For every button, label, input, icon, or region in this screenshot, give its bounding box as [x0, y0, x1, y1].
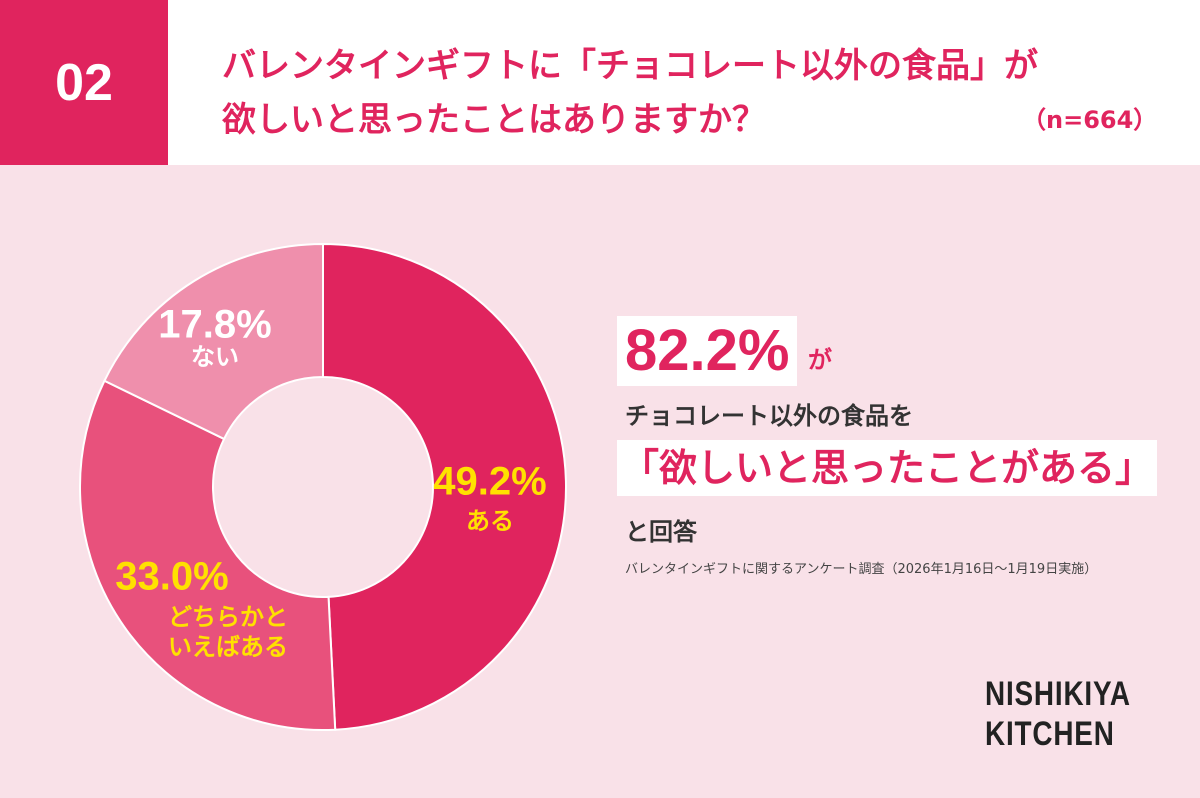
brand: NISHIKIYA — [985, 675, 1131, 713]
category-label: ある — [466, 507, 514, 535]
donut-segment — [103, 242, 324, 441]
data-label: 17.8% — [158, 302, 272, 347]
category-label: ない — [191, 343, 239, 371]
data-label: 33.0% — [115, 554, 229, 599]
brand: KITCHEN — [985, 715, 1115, 753]
source: バレンタインギフトに関するアンケート調査（2026年1月16日～1月19日実施） — [625, 562, 1098, 577]
annotation: が — [808, 346, 832, 374]
donut-segment — [322, 242, 567, 731]
annotation: と回答 — [625, 518, 697, 546]
quote: 「欲しいと思ったことがある」 — [617, 440, 1158, 496]
highlight: 82.2% — [617, 316, 798, 386]
chart-title: 欲しいと思ったことはありますか？ — [222, 100, 766, 140]
header — [0, 0, 1200, 165]
chart-title: バレンタインギフトに「チョコレート以外の食品」が — [222, 46, 1038, 86]
question-number: 02 — [0, 0, 168, 165]
donut-segment — [79, 379, 337, 731]
data-label: 49.2% — [433, 459, 547, 504]
sample-size: （n=664） — [1022, 106, 1158, 134]
annotation: チョコレート以外の食品を — [625, 402, 913, 430]
category-label: どちらかといえばある — [168, 603, 288, 661]
